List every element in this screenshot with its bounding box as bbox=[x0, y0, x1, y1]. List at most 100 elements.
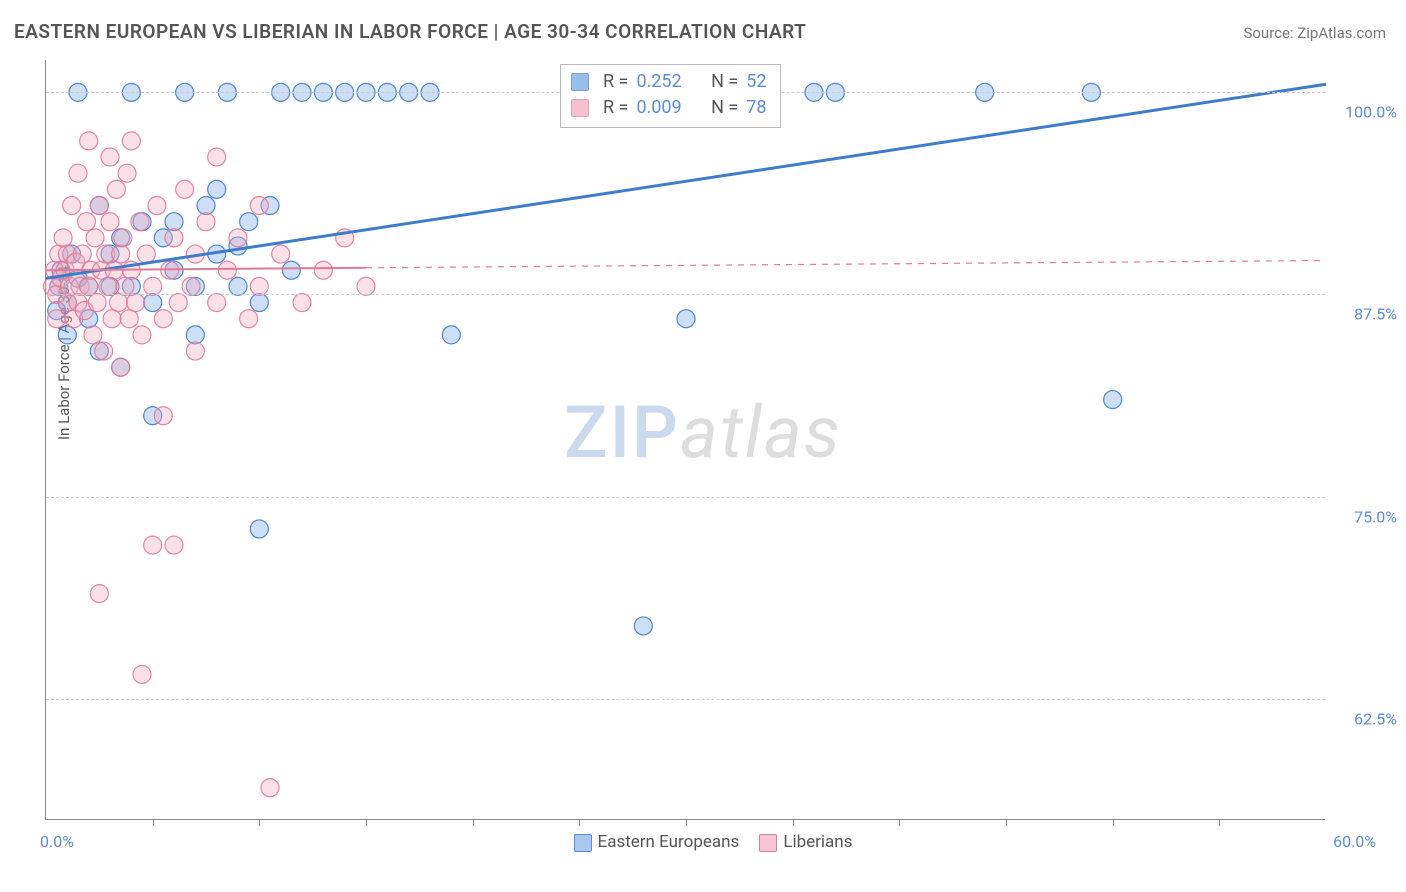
scatter-point-liberian bbox=[357, 277, 375, 295]
scatter-point-eastern bbox=[250, 520, 268, 538]
scatter-point-liberian bbox=[107, 180, 125, 198]
x-tick bbox=[686, 819, 687, 826]
scatter-point-liberian bbox=[240, 310, 258, 328]
scatter-point-liberian bbox=[48, 310, 66, 328]
top-legend-row: R = 0.252 N = 52 bbox=[571, 69, 766, 95]
y-tick-label: 75.0% bbox=[1354, 507, 1397, 526]
x-tick bbox=[153, 819, 154, 826]
scatter-point-liberian bbox=[95, 342, 113, 360]
legend-swatch bbox=[574, 834, 592, 852]
x-tick bbox=[473, 819, 474, 826]
gridline-h bbox=[46, 497, 1325, 498]
scatter-point-liberian bbox=[133, 665, 151, 683]
scatter-point-liberian bbox=[110, 294, 128, 312]
y-tick-label: 62.5% bbox=[1354, 709, 1397, 728]
scatter-point-liberian bbox=[90, 197, 108, 215]
scatter-point-liberian bbox=[208, 148, 226, 166]
scatter-point-liberian bbox=[84, 326, 102, 344]
scatter-point-liberian bbox=[261, 779, 279, 797]
scatter-point-eastern bbox=[144, 294, 162, 312]
scatter-point-liberian bbox=[186, 342, 204, 360]
y-tick-label: 100.0% bbox=[1345, 103, 1397, 122]
scatter-point-liberian bbox=[250, 197, 268, 215]
scatter-point-liberian bbox=[120, 310, 138, 328]
scatter-point-liberian bbox=[154, 310, 172, 328]
scatter-point-liberian bbox=[78, 213, 96, 231]
scatter-point-liberian bbox=[116, 277, 134, 295]
scatter-point-liberian bbox=[148, 197, 166, 215]
scatter-point-eastern bbox=[442, 326, 460, 344]
x-tick bbox=[1113, 819, 1114, 826]
scatter-point-liberian bbox=[80, 132, 98, 150]
scatter-point-liberian bbox=[86, 229, 104, 247]
x-tick bbox=[1006, 819, 1007, 826]
scatter-point-liberian bbox=[229, 229, 247, 247]
legend-label: Eastern Europeans bbox=[598, 832, 740, 852]
scatter-point-liberian bbox=[118, 164, 136, 182]
scatter-point-liberian bbox=[122, 132, 140, 150]
scatter-point-eastern bbox=[58, 326, 76, 344]
scatter-point-liberian bbox=[272, 245, 290, 263]
scatter-point-eastern bbox=[186, 326, 204, 344]
x-tick bbox=[793, 819, 794, 826]
scatter-point-liberian bbox=[69, 164, 87, 182]
scatter-point-eastern bbox=[677, 310, 695, 328]
scatter-point-liberian bbox=[112, 358, 130, 376]
scatter-point-liberian bbox=[103, 310, 121, 328]
scatter-point-liberian bbox=[90, 585, 108, 603]
scatter-point-liberian bbox=[101, 213, 119, 231]
scatter-point-liberian bbox=[73, 245, 91, 263]
scatter-point-liberian bbox=[314, 261, 332, 279]
scatter-point-liberian bbox=[176, 180, 194, 198]
plot-area: In Labor Force | Age 30-34 62.5%75.0%87.… bbox=[45, 60, 1325, 820]
x-tick bbox=[579, 819, 580, 826]
scatter-point-liberian bbox=[114, 229, 132, 247]
legend-swatch bbox=[759, 834, 777, 852]
scatter-point-eastern bbox=[229, 277, 247, 295]
plot-svg bbox=[46, 60, 1325, 819]
top-legend: R = 0.252 N = 52R = 0.009 N = 78 bbox=[560, 64, 781, 128]
scatter-point-eastern bbox=[1104, 391, 1122, 409]
x-tick bbox=[366, 819, 367, 826]
scatter-point-liberian bbox=[133, 326, 151, 344]
scatter-point-liberian bbox=[208, 294, 226, 312]
scatter-point-liberian bbox=[144, 277, 162, 295]
scatter-point-eastern bbox=[165, 213, 183, 231]
scatter-point-liberian bbox=[165, 229, 183, 247]
x-tick bbox=[1219, 819, 1220, 826]
scatter-point-liberian bbox=[218, 261, 236, 279]
x-tick bbox=[899, 819, 900, 826]
y-tick-label: 87.5% bbox=[1354, 305, 1397, 324]
scatter-point-liberian bbox=[112, 245, 130, 263]
scatter-point-liberian bbox=[137, 245, 155, 263]
scatter-point-liberian bbox=[88, 294, 106, 312]
scatter-point-liberian bbox=[99, 277, 117, 295]
scatter-point-liberian bbox=[63, 197, 81, 215]
gridline-h bbox=[46, 294, 1325, 295]
scatter-point-eastern bbox=[634, 617, 652, 635]
legend-swatch bbox=[571, 99, 589, 117]
scatter-point-liberian bbox=[169, 294, 187, 312]
chart-container: EASTERN EUROPEAN VS LIBERIAN IN LABOR FO… bbox=[0, 0, 1406, 892]
scatter-point-liberian bbox=[250, 277, 268, 295]
gridline-h bbox=[46, 699, 1325, 700]
scatter-point-liberian bbox=[293, 294, 311, 312]
top-legend-row: R = 0.009 N = 78 bbox=[571, 95, 766, 121]
scatter-point-eastern bbox=[197, 197, 215, 215]
scatter-point-eastern bbox=[240, 213, 258, 231]
scatter-point-eastern bbox=[282, 261, 300, 279]
source-label: Source: ZipAtlas.com bbox=[1243, 24, 1386, 42]
scatter-point-liberian bbox=[127, 294, 145, 312]
legend-swatch bbox=[571, 73, 589, 91]
scatter-point-liberian bbox=[165, 536, 183, 554]
scatter-point-eastern bbox=[250, 294, 268, 312]
scatter-point-liberian bbox=[197, 213, 215, 231]
bottom-legend: Eastern Europeans Liberians bbox=[0, 832, 1406, 852]
scatter-point-liberian bbox=[182, 277, 200, 295]
scatter-point-eastern bbox=[208, 180, 226, 198]
legend-label: Liberians bbox=[783, 832, 852, 852]
scatter-point-liberian bbox=[144, 536, 162, 554]
scatter-point-liberian bbox=[54, 229, 72, 247]
x-tick bbox=[259, 819, 260, 826]
scatter-point-liberian bbox=[101, 148, 119, 166]
